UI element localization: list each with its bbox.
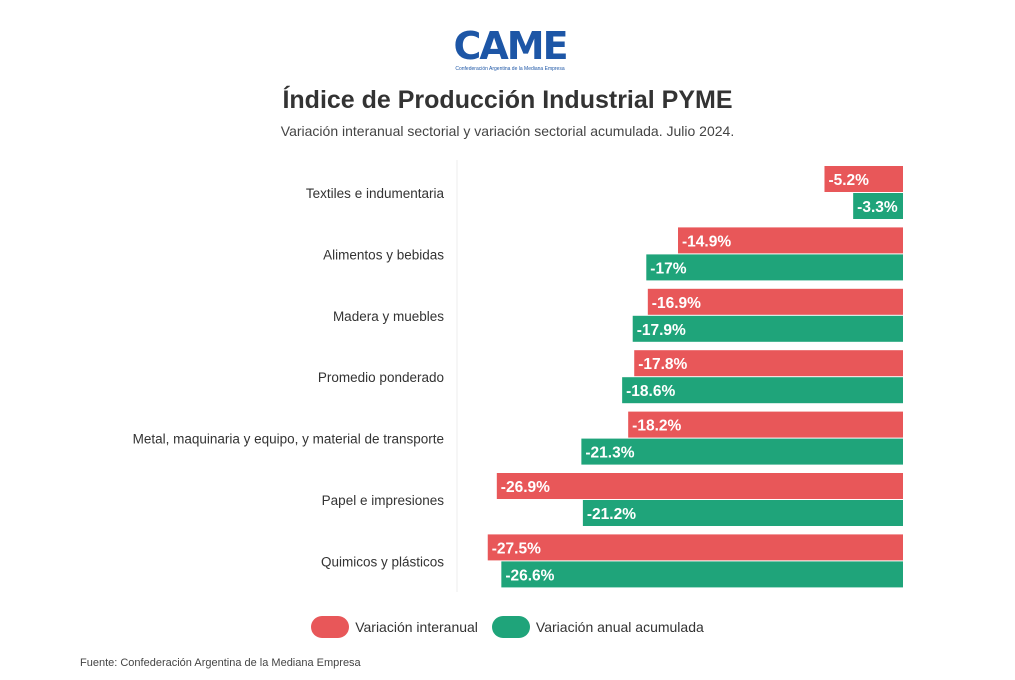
- bar-interanual: [824, 166, 903, 192]
- data-label: -27.5%: [492, 540, 541, 557]
- bar-acumulada: [501, 561, 903, 588]
- category-label: Textiles e indumentaria: [306, 186, 445, 201]
- legend-item-interanual: Variación interanual: [311, 616, 478, 638]
- category-label: Madera y muebles: [333, 309, 444, 324]
- logo-tagline: Confederación Argentina de la Mediana Em…: [455, 66, 565, 72]
- data-label: -16.9%: [652, 295, 701, 312]
- bar-acumulada: [646, 254, 903, 281]
- bar-interanual: [487, 534, 903, 561]
- data-label: -18.6%: [626, 383, 675, 400]
- data-label: -21.3%: [585, 445, 634, 462]
- chart-title: Índice de Producción Industrial PYME: [282, 86, 733, 114]
- data-label: -17%: [650, 260, 686, 277]
- legend-label-interanual: Variación interanual: [355, 619, 478, 635]
- data-label: -18.2%: [632, 418, 681, 435]
- category-label: Promedio ponderado: [318, 370, 444, 385]
- category-label: Quimicos y plásticos: [321, 554, 444, 569]
- bar-chart: Textiles e indumentaria -5.2% -3.3% Aliment…: [133, 160, 903, 592]
- bar-acumulada: [622, 377, 903, 404]
- bar-acumulada: [632, 315, 903, 342]
- legend-swatch-interanual: [311, 616, 350, 638]
- bar-acumulada: [581, 438, 903, 465]
- data-label: -17.8%: [638, 356, 687, 373]
- data-label: -26.6%: [505, 567, 554, 584]
- data-label: -3.3%: [857, 199, 898, 216]
- legend-label-acumulada: Variación anual acumulada: [535, 619, 704, 635]
- logo-mark: CAME: [453, 24, 568, 68]
- data-label: -17.9%: [637, 322, 686, 339]
- bar-interanual: [496, 473, 903, 499]
- bar-interanual: [628, 411, 903, 438]
- data-label: -21.2%: [587, 506, 636, 523]
- category-label: Papel e impresiones: [322, 493, 445, 508]
- bar-acumulada: [853, 193, 903, 219]
- bar-interanual: [634, 350, 903, 377]
- legend-swatch-acumulada: [491, 616, 530, 638]
- category-label: Alimentos y bebidas: [323, 247, 444, 262]
- legend: Variación interanual Variación anual acu…: [0, 616, 1015, 638]
- chart-subtitle: Variación interanual sectorial y variaci…: [280, 123, 735, 139]
- source-note: Fuente: Confederación Argentina de la Me…: [80, 657, 361, 669]
- category-label: Metal, maquinaria y equipo, y material d…: [133, 432, 444, 447]
- data-label: -14.9%: [682, 233, 731, 250]
- bar-interanual: [678, 227, 903, 254]
- bar-acumulada: [582, 500, 903, 526]
- data-label: -26.9%: [501, 479, 550, 496]
- data-label: -5.2%: [828, 172, 869, 189]
- bar-interanual: [647, 288, 903, 315]
- legend-item-acumulada: Variación anual acumulada: [491, 616, 704, 638]
- came-logo: CAME Confederación Argentina de la Media…: [440, 26, 580, 84]
